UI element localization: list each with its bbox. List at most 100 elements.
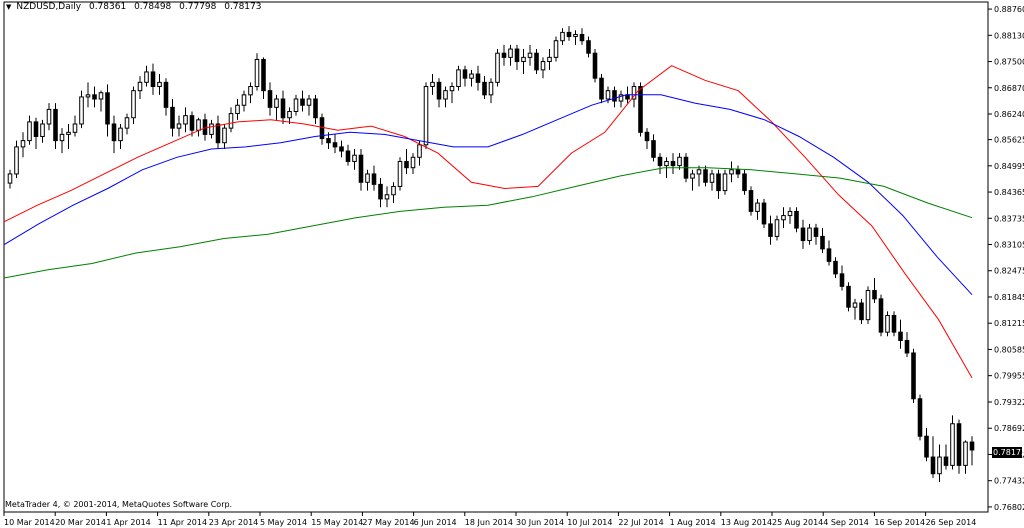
candle-body: [781, 215, 786, 221]
candle-body: [592, 52, 598, 79]
x-tick-label: 16 Sep 2014: [874, 518, 925, 527]
x-tick-label: 30 Jun 2014: [516, 518, 564, 527]
candle-body: [267, 90, 273, 108]
x-tick-label: 27 May 2014: [362, 518, 414, 527]
candle-body: [924, 435, 929, 458]
candle-body: [839, 273, 845, 287]
candle-body: [241, 94, 247, 106]
candle-body: [300, 98, 305, 106]
candle-body: [898, 331, 903, 341]
candle-body: [14, 146, 19, 175]
chart-header: ▼ NZDUSD,Daily 0.78361 0.78498 0.77798 0.…: [6, 2, 266, 12]
candle-body: [872, 290, 877, 300]
y-tick-label: 0.86240: [994, 110, 1024, 119]
candle-body: [748, 190, 754, 212]
candle-body: [573, 33, 578, 38]
moving-average-line: [3, 94, 973, 296]
y-tick-label: 0.81215: [994, 319, 1024, 328]
candle-body: [508, 48, 513, 58]
candle-body: [527, 52, 533, 58]
candle-body: [644, 131, 650, 142]
candle-body: [27, 121, 32, 142]
candle-body: [605, 90, 611, 100]
candle-body: [131, 90, 136, 119]
candle-body: [118, 127, 123, 142]
candle-body: [560, 31, 565, 42]
candle-body: [833, 260, 838, 275]
y-tick-label: 0.87500: [994, 58, 1024, 67]
candle-body: [703, 169, 708, 183]
candle-body: [846, 285, 851, 308]
candle-body: [540, 61, 546, 71]
x-tick-label: 22 Jul 2014: [618, 518, 663, 527]
candle-body: [248, 86, 253, 96]
candle-body: [183, 115, 188, 125]
y-tick-label: 0.85625: [994, 136, 1024, 145]
ohlc-open: 0.78361: [88, 2, 127, 12]
candle-body: [579, 33, 585, 42]
candle-body: [651, 140, 656, 158]
candle-body: [768, 223, 773, 237]
candle-body: [430, 81, 435, 88]
candle-body: [891, 314, 897, 333]
candle-body: [150, 71, 156, 88]
candle-body: [729, 169, 734, 175]
x-tick-label: 20 Mar 2014: [55, 518, 106, 527]
candle-body: [553, 40, 559, 58]
y-tick-label: 0.84365: [994, 188, 1024, 197]
candle-body: [124, 117, 130, 129]
x-tick-label: 13 Aug 2014: [721, 518, 772, 527]
candle-body: [92, 94, 97, 100]
candle-body: [365, 173, 370, 183]
candle-body: [202, 119, 208, 135]
candle-body: [319, 117, 325, 140]
y-tick-label: 0.81845: [994, 293, 1024, 302]
x-tick-label: 10 Jul 2014: [567, 518, 612, 527]
candle-body: [514, 48, 520, 63]
candle-body: [657, 156, 663, 167]
candle-body: [904, 339, 910, 354]
ohlc-low: 0.77798: [179, 2, 217, 12]
candle-body: [423, 86, 429, 146]
y-tick-label: 0.79955: [994, 372, 1024, 381]
candle-body: [820, 235, 825, 250]
candle-body: [53, 108, 58, 142]
candle-body: [352, 154, 357, 162]
candle-body: [963, 441, 968, 466]
candle-body: [66, 131, 71, 135]
candle-body: [196, 119, 201, 131]
candle-body: [709, 173, 715, 183]
candle-body: [943, 456, 949, 466]
candle-body: [176, 123, 182, 129]
candle-body: [449, 86, 455, 92]
symbol-dropdown-icon[interactable]: ▼: [6, 3, 12, 11]
ohlc-high: 0.78498: [134, 2, 172, 12]
x-tick-label: 15 May 2014: [311, 518, 363, 527]
candle-body: [755, 202, 760, 212]
candle-body: [586, 40, 591, 54]
candle-body: [956, 423, 962, 466]
candle-body: [735, 169, 741, 175]
candle-body: [885, 314, 890, 333]
candle-body: [417, 144, 422, 158]
candle-body: [443, 90, 448, 100]
candle-body: [59, 133, 65, 142]
candle-body: [391, 185, 396, 196]
candle-body: [98, 92, 104, 100]
candle-body: [566, 31, 572, 38]
x-tick-label: 1 Aug 2014: [670, 518, 716, 527]
candle-body: [397, 160, 403, 187]
y-tick-label: 0.83735: [994, 214, 1024, 223]
candle-body: [46, 108, 52, 125]
candle-body: [521, 56, 526, 63]
candle-body: [807, 227, 812, 242]
candle-body: [72, 123, 78, 133]
y-tick-label: 0.79322: [994, 398, 1024, 407]
y-tick-label: 0.84995: [994, 162, 1024, 171]
candle-body: [144, 71, 149, 83]
candle-body: [261, 58, 266, 92]
candle-body: [937, 456, 942, 475]
candle-body: [306, 98, 312, 106]
